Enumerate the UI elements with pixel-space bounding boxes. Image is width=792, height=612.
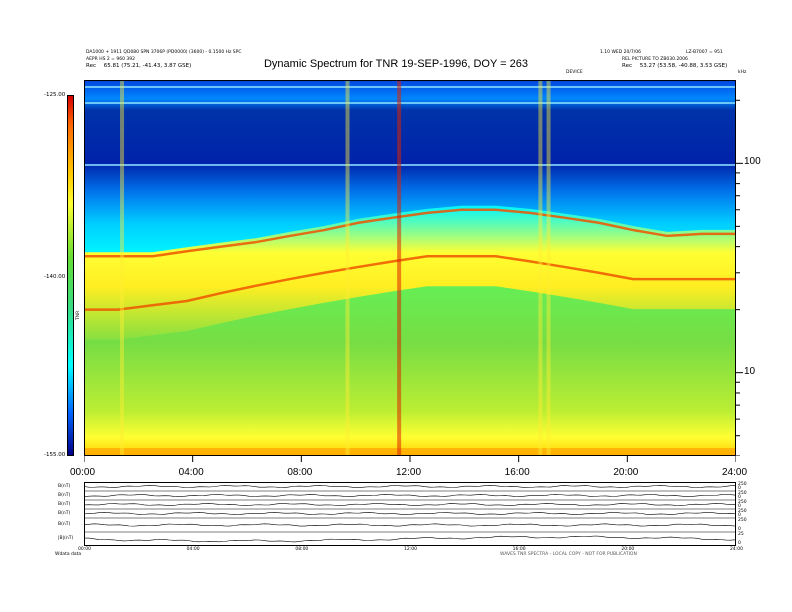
panel-label: B(nT)	[58, 501, 71, 507]
x-tick-label: 04:00	[178, 467, 204, 478]
x-tick-label: 12:00	[396, 467, 422, 478]
bottom-x-tick-label: 00:00	[78, 547, 91, 552]
interference-line	[84, 164, 736, 166]
colorbar-tick-bottom: -155.00	[44, 452, 66, 458]
x-axis-ticks	[84, 456, 736, 462]
header-right-line2: REL PICTURE TO ZB030.2006	[622, 57, 688, 62]
panel-scale-label: 250	[738, 500, 747, 505]
plasma-line-upper	[84, 208, 736, 258]
x-tick-label: 00:00	[70, 467, 96, 478]
colorbar-tick-mid: -140.00	[44, 274, 66, 280]
magnetometer-trace	[84, 523, 736, 527]
plasma-line-lower	[84, 254, 736, 311]
panel-scale-label: 0	[738, 486, 741, 491]
chart-title: Dynamic Spectrum for TNR 19-SEP-1996, DO…	[263, 58, 528, 70]
bottom-x-tick-label: 24:00	[730, 547, 743, 552]
x-tick-label: 24:00	[722, 467, 748, 478]
panel-scale-label: 250	[738, 491, 747, 496]
interference-line	[84, 86, 736, 88]
radio-burst	[538, 80, 543, 456]
magnetometer-trace	[84, 535, 736, 543]
header-center-small: DEVICE	[566, 70, 583, 75]
panel-scale-label: 0	[738, 513, 741, 518]
magnetometer-trace	[84, 494, 736, 497]
y-tick-10: 10	[744, 365, 756, 377]
low-frequency-strip	[84, 448, 736, 456]
bottom-x-tick-label: 04:00	[186, 547, 200, 552]
footer-left: Wdata data	[55, 552, 82, 557]
footer-right: WAVES TNR SPECTRA - LOCAL COPY - NOT FOR…	[500, 552, 637, 557]
panel-scale-label: 25	[738, 532, 744, 537]
header-left-rec-value: 65.81 (75.21, -41.43, 3.87 GSE)	[103, 63, 192, 69]
colorbar-label: TNR	[76, 310, 81, 320]
panels-frame	[84, 482, 736, 546]
header-right-rec-label: Rec	[622, 63, 632, 69]
header-left-rec: Rec 65.81 (75.21, -41.43, 3.87 GSE)	[86, 63, 191, 69]
panel-label: B(nT)	[58, 483, 71, 489]
panel-scale-label: 0	[738, 541, 741, 546]
panel-scale-label: 250	[738, 518, 747, 523]
spectrum-frame	[84, 80, 736, 456]
radio-burst	[546, 80, 551, 456]
header-right-rec-value: 53.27 (53.58, -40.88, 3.53 GSE)	[639, 63, 728, 69]
colorbar	[67, 95, 74, 456]
x-tick-label: 08:00	[287, 467, 313, 478]
radio-burst	[397, 80, 402, 456]
panel-scale-label: 0	[738, 527, 741, 532]
bottom-x-tick-label: 08:00	[295, 547, 309, 552]
header-left-line2: AEPR HS 2 = 960 392	[86, 57, 135, 62]
panel-label: B(nT)	[58, 492, 71, 498]
header-right-rec: Rec 53.27 (53.58, -40.88, 3.53 GSE)	[622, 63, 727, 69]
panel-label: |B|(nT)	[58, 536, 74, 541]
panel-scale-label: 250	[738, 509, 747, 514]
magnetometer-trace	[84, 503, 736, 506]
panel-scale-label: 250	[738, 482, 747, 487]
y-axis-ticks	[736, 99, 743, 456]
radio-burst	[345, 80, 350, 456]
header-right-line1: 1.10 WED 20/7/06	[600, 50, 641, 55]
header-left-line1: DA1000 + 1911 QD080 SPN 3706P (PD0000) (…	[86, 50, 242, 55]
interference-line	[84, 102, 736, 104]
y-tick-100: 100	[744, 156, 761, 168]
x-tick-label: 16:00	[504, 467, 530, 478]
colorbar-tick-top: -125.00	[44, 92, 66, 98]
bottom-x-tick-label: 12:00	[404, 547, 417, 552]
panel-label: B(nT)	[58, 510, 71, 516]
magnetometer-trace	[84, 512, 736, 516]
magnetometer-panels	[84, 482, 736, 546]
panel-scale-label: 0	[738, 504, 741, 509]
corner-unit-label: kHz	[738, 70, 747, 75]
magnetometer-trace	[84, 485, 736, 488]
bottom-x-tick-label: 16:00	[512, 547, 526, 552]
bottom-x-tick-label: 20:00	[621, 547, 635, 552]
x-tick-label: 20:00	[613, 467, 639, 478]
radio-burst	[120, 80, 125, 456]
header-left-rec-label: Rec	[86, 63, 96, 69]
panel-scale-label: 0	[738, 495, 741, 500]
dynamic-spectrum-heatmap	[84, 80, 736, 456]
header-right-line1b: LZ-B7007 = 951	[686, 50, 723, 55]
panel-label: B(nT)	[58, 522, 71, 527]
plasma-band	[84, 205, 736, 340]
